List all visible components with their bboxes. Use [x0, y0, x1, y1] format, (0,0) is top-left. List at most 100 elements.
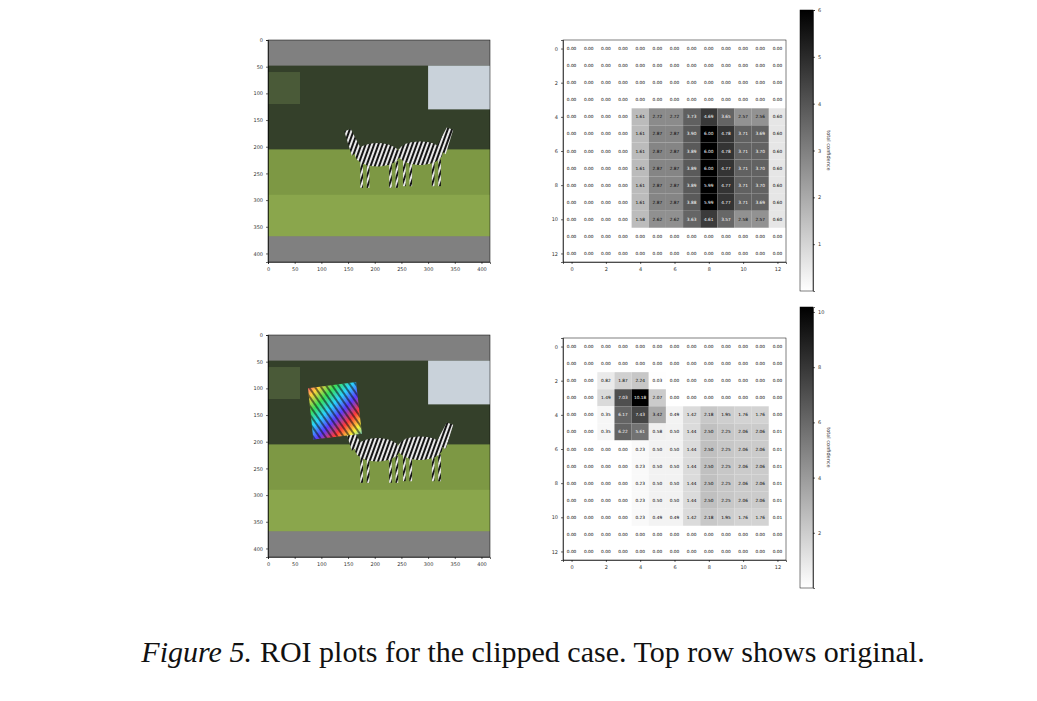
cell [580, 125, 597, 142]
colorbar-gradient [800, 10, 813, 291]
figure: 0501001502002503003504000501001502002503… [0, 0, 1037, 701]
cell [632, 228, 649, 245]
cell [769, 40, 786, 57]
cell-label: 1.61 [635, 166, 645, 171]
tick-mark [266, 147, 268, 148]
cell-label: 0.00 [721, 63, 731, 68]
tick-mark [428, 262, 429, 264]
cell [597, 492, 614, 509]
cell [632, 40, 649, 57]
cell-label: 0.00 [567, 63, 577, 68]
cell-label: 0.01 [773, 498, 783, 503]
tick-mark [813, 533, 815, 534]
cell [597, 423, 614, 440]
axis-line [266, 41, 269, 263]
cell-label: 2.50 [704, 447, 714, 452]
cell [752, 177, 769, 194]
cell-label: 5.61 [635, 429, 645, 434]
cell-label: 0.00 [755, 532, 765, 537]
cell [580, 355, 597, 372]
cell-label: 2.06 [755, 429, 765, 434]
tick-mark [561, 185, 563, 186]
tick-label: 150 [344, 561, 354, 567]
cell-label: 0.00 [601, 464, 611, 469]
cell-label: 2.56 [755, 114, 765, 119]
cell [683, 228, 700, 245]
cell-label: 0.00 [738, 80, 748, 85]
tick-mark [572, 560, 573, 562]
cell-label: 0.00 [584, 166, 594, 171]
cell [735, 423, 752, 440]
cell-label: 0.00 [773, 344, 783, 349]
tick-mark [743, 262, 744, 264]
axis-line [564, 561, 787, 563]
cell [735, 372, 752, 389]
cell-label: 0.00 [567, 532, 577, 537]
tick-label: 250 [253, 171, 263, 177]
tick-label: 250 [397, 266, 407, 272]
cell-label: 0.00 [567, 378, 577, 383]
cell [563, 526, 580, 543]
padding [268, 531, 490, 557]
cell [649, 338, 666, 355]
cell-label: 2.72 [653, 114, 663, 119]
cell [683, 74, 700, 91]
tick: 8 [813, 364, 821, 370]
cell-label: 2.50 [704, 481, 714, 486]
cell [717, 57, 734, 74]
tick-label: 250 [397, 561, 407, 567]
cell [614, 194, 631, 211]
tick-label: 200 [370, 561, 380, 567]
tick-mark [375, 262, 376, 264]
cell [666, 338, 683, 355]
cell [580, 211, 597, 228]
tick: 400 [477, 262, 487, 272]
cell-label: 1.42 [687, 412, 697, 417]
cell-label: 2.58 [738, 217, 748, 222]
cell [563, 372, 580, 389]
cell [597, 57, 614, 74]
tick: 10 [552, 216, 563, 222]
cell-label: 3.89 [687, 183, 697, 188]
cell-label: 0.60 [773, 114, 783, 119]
cell [683, 125, 700, 142]
cells [563, 338, 786, 560]
cell-label: 0.00 [738, 97, 748, 102]
cell [666, 142, 683, 159]
cell-label: 0.00 [773, 532, 783, 537]
cell-label: 0.00 [704, 532, 714, 537]
cell [614, 108, 631, 125]
cell-label: 0.00 [721, 46, 731, 51]
tick: 2 [555, 80, 563, 86]
cell [632, 389, 649, 406]
cell [597, 211, 614, 228]
cell [700, 108, 717, 125]
axis: 050100150200250300350400 [267, 557, 491, 567]
cell [632, 458, 649, 475]
cell [700, 458, 717, 475]
cell [752, 509, 769, 526]
cell-label: 3.70 [755, 149, 765, 154]
cell-label: 0.00 [738, 344, 748, 349]
cell-label: 4.77 [721, 200, 731, 205]
cell [580, 372, 597, 389]
tick-label: 0 [570, 564, 573, 570]
cell [649, 440, 666, 457]
cell [717, 245, 734, 262]
tick-label: 100 [317, 266, 327, 272]
tick: 4 [555, 412, 563, 418]
tick-mark [561, 381, 563, 382]
cell-label: 0.00 [567, 200, 577, 205]
cell [666, 475, 683, 492]
cell-label: 0.03 [653, 378, 663, 383]
cell [649, 543, 666, 560]
cell [717, 211, 734, 228]
tick-mark [561, 415, 563, 416]
cell-label: 0.00 [687, 344, 697, 349]
cell-label: 6.00 [704, 166, 714, 171]
zebra [398, 423, 454, 482]
cell-label: 0.00 [755, 63, 765, 68]
axis: 024681012 [552, 41, 564, 263]
cell [769, 57, 786, 74]
cell-label: 2.06 [755, 481, 765, 486]
